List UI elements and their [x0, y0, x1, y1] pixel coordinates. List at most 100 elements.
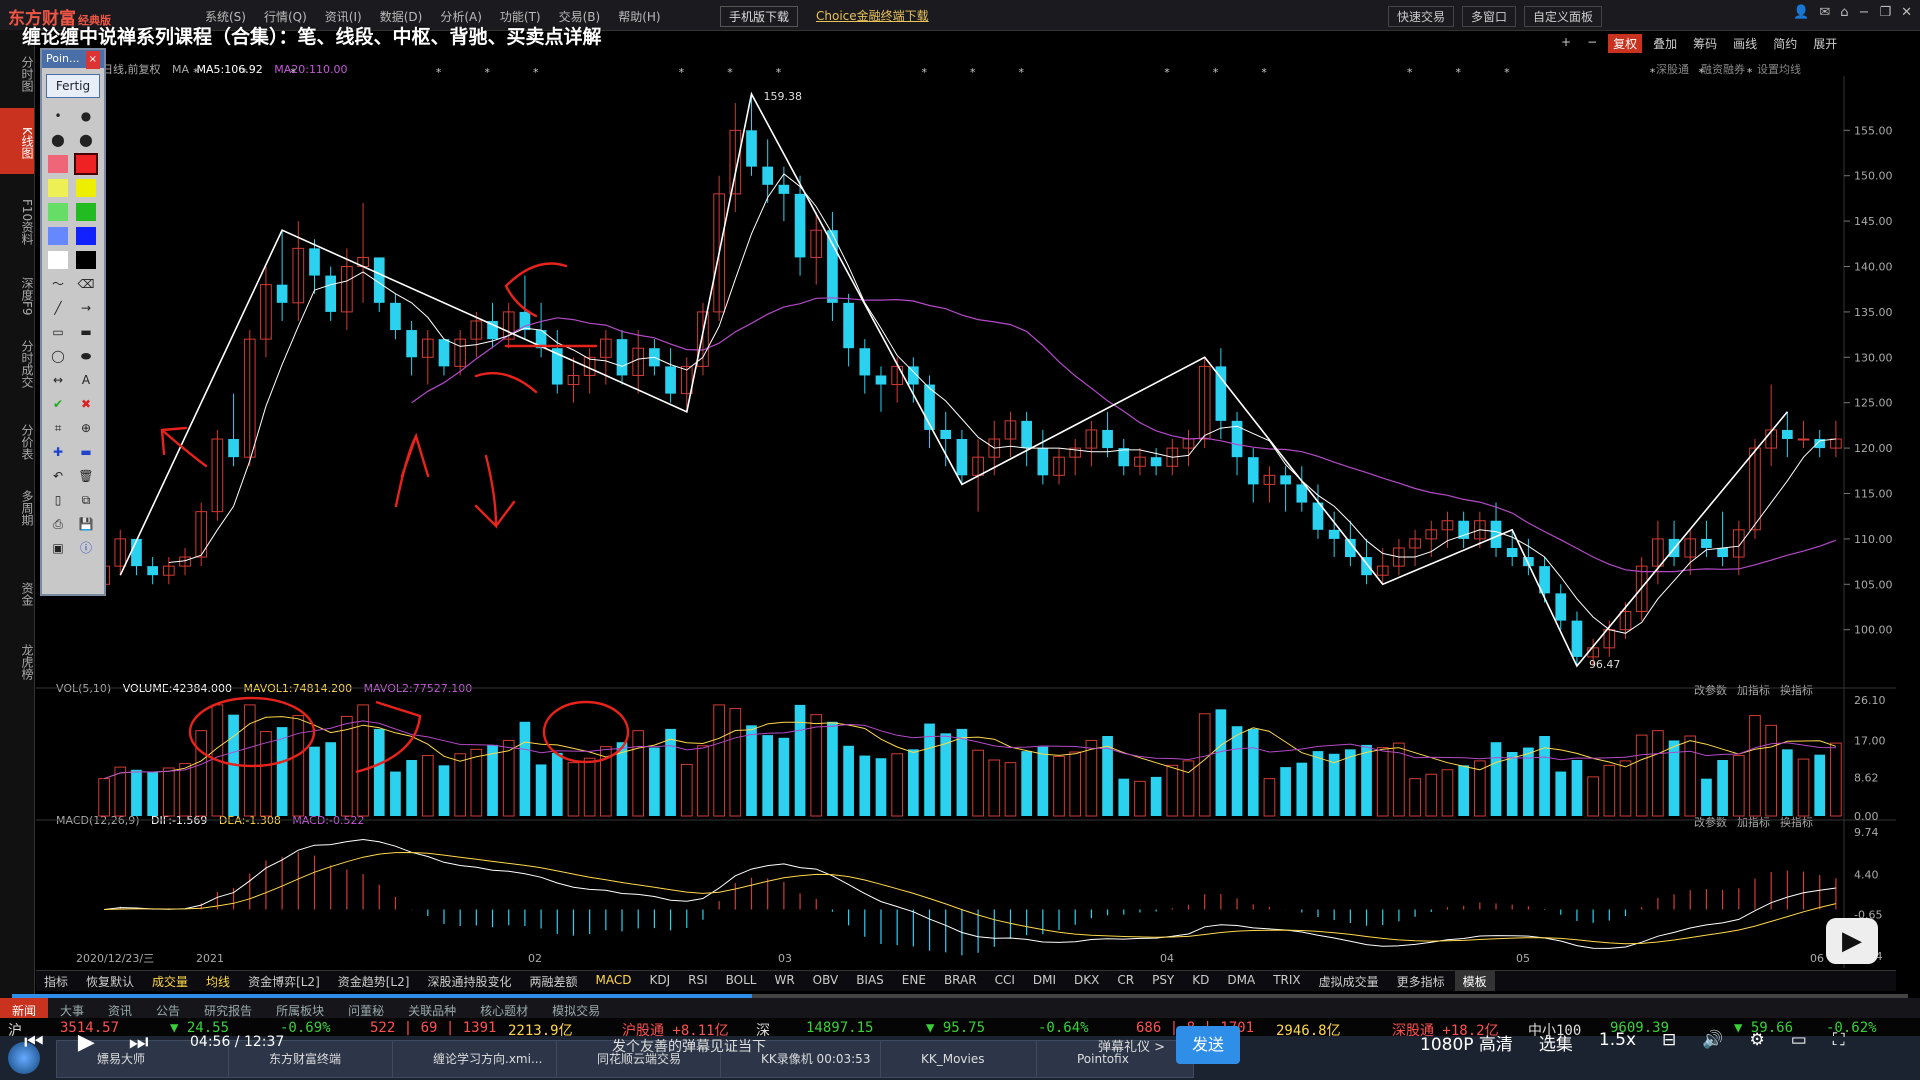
indicator-tab-21[interactable]: PSY	[1152, 973, 1175, 987]
vol-add-indicator-button[interactable]: 加指标	[1737, 684, 1770, 697]
screen-icon[interactable]: ▣	[52, 541, 64, 555]
crop-icon[interactable]: ⌗	[54, 421, 62, 435]
restore-icon[interactable]: ❐	[1879, 5, 1892, 20]
color-red-swatch[interactable]	[74, 153, 98, 175]
color-pink-swatch[interactable]	[48, 155, 68, 173]
indicator-tab-14[interactable]: BIAS	[856, 973, 884, 987]
macd-edit-param-button[interactable]: 改参数	[1694, 816, 1727, 829]
zoom-icon[interactable]: ⊕	[80, 421, 92, 435]
print-icon[interactable]: ⎙	[53, 517, 63, 531]
indicator-tab-2[interactable]: 成交量	[152, 975, 189, 989]
left-nav-item-8[interactable]: 龙虎榜	[20, 644, 34, 680]
chart-toolbar-item-6[interactable]: 简约	[1773, 37, 1798, 51]
dot-medium-icon[interactable]: ●	[80, 109, 92, 123]
color-black-swatch[interactable]	[76, 251, 96, 269]
close-icon[interactable]: ✕	[1901, 5, 1912, 20]
info-tab-6[interactable]: 问董秘	[348, 1004, 385, 1018]
left-nav-item-4[interactable]: 分时成交	[20, 340, 34, 388]
menu-item-2[interactable]: 资讯(I)	[324, 10, 362, 24]
new-page-icon[interactable]: ▯	[54, 493, 62, 507]
speed-button[interactable]: 1.5x	[1598, 1030, 1637, 1050]
fertig-button[interactable]: Fertig	[46, 74, 100, 98]
fullscreen-icon[interactable]: ⛶	[1832, 1030, 1845, 1050]
chart-canvas[interactable]: 155.00 150.00 145.00 140.00 135.00 130.00 125.…	[36, 56, 1896, 976]
indicator-tab-5[interactable]: 资金趋势[L2]	[337, 975, 410, 989]
copy-icon[interactable]: ⧉	[81, 493, 91, 507]
color-lightblue-swatch[interactable]	[48, 227, 68, 245]
info-tab-8[interactable]: 核心题材	[480, 1004, 529, 1018]
choice-download-link[interactable]: Choice金融终端下载	[816, 9, 929, 23]
indicator-tab-19[interactable]: DKX	[1074, 973, 1100, 987]
vol-change-indicator-button[interactable]: 换指标	[1780, 684, 1813, 697]
indicator-tab-13[interactable]: OBV	[812, 973, 839, 987]
top-right-button-0[interactable]: 快速交易	[1388, 6, 1455, 27]
arrow-icon[interactable]: →	[80, 301, 92, 315]
minimize-icon[interactable]: −	[1858, 5, 1870, 20]
chart-toolbar2-item-2[interactable]: 设置均线	[1757, 63, 1801, 76]
dot-large-icon[interactable]: ⬤	[51, 133, 65, 147]
episodes-button[interactable]: 选集	[1538, 1035, 1573, 1055]
menu-item-1[interactable]: 行情(Q)	[263, 10, 307, 24]
indicator-tab-20[interactable]: CR	[1117, 973, 1135, 987]
indicator-tab-7[interactable]: 两融差额	[529, 975, 578, 989]
danmu-input[interactable]: 发个友善的弹幕见证当下	[612, 1039, 766, 1055]
indicator-tab-11[interactable]: BOLL	[725, 973, 757, 987]
taskbar-item-6[interactable]: Pointofix	[1036, 1040, 1194, 1078]
play-icon[interactable]: ▶	[77, 1030, 95, 1055]
indicator-tab-1[interactable]: 恢复默认	[86, 975, 135, 989]
info-tab-3[interactable]: 公告	[156, 1004, 181, 1018]
cross-icon[interactable]: ✖	[80, 397, 92, 411]
menu-item-5[interactable]: 功能(T)	[499, 10, 541, 24]
vol-edit-param-button[interactable]: 改参数	[1694, 684, 1727, 697]
user-icon[interactable]: 👤	[1793, 5, 1810, 20]
mobile-download-button[interactable]: 手机版下载	[720, 6, 799, 27]
undo-icon[interactable]: ↶	[52, 469, 64, 483]
indicator-tab-17[interactable]: CCI	[994, 973, 1015, 987]
quality-button[interactable]: 1080P 高清	[1420, 1035, 1513, 1055]
indicator-tab-23[interactable]: DMA	[1227, 973, 1256, 987]
indicator-tab-18[interactable]: DMI	[1032, 973, 1057, 987]
volume-icon[interactable]: 🔊	[1702, 1030, 1724, 1050]
indicator-tab-9[interactable]: KDJ	[649, 973, 671, 987]
macd-change-indicator-button[interactable]: 换指标	[1780, 816, 1813, 829]
top-right-button-1[interactable]: 多窗口	[1462, 6, 1517, 27]
top-right-button-2[interactable]: 自定义面板	[1524, 6, 1603, 27]
indicator-tab-8[interactable]: MACD	[595, 973, 632, 987]
chart-toolbar-item-1[interactable]: −	[1587, 35, 1598, 49]
taskbar-item-0[interactable]: 嫖易大师	[56, 1040, 258, 1078]
info-tab-2[interactable]: 资讯	[108, 1004, 133, 1018]
ellipse-icon[interactable]: ◯	[51, 349, 65, 363]
bilibili-play-icon[interactable]: ▶	[1826, 918, 1878, 964]
home-icon[interactable]: ⌂	[1840, 5, 1849, 20]
left-nav-item-5[interactable]: 分价表	[20, 424, 34, 460]
menu-item-7[interactable]: 帮助(H)	[618, 10, 661, 24]
info-tab-7[interactable]: 关联品种	[408, 1004, 457, 1018]
next-icon[interactable]: ⏭	[128, 1030, 149, 1055]
menu-item-0[interactable]: 系统(S)	[205, 10, 246, 24]
indicator-tab-24[interactable]: TRIX	[1273, 973, 1301, 987]
indicator-tab-25[interactable]: 虚拟成交量	[1318, 975, 1379, 989]
start-button[interactable]	[8, 1042, 40, 1074]
check-icon[interactable]: ✔	[52, 397, 64, 411]
pointofix-close-button[interactable]: ×	[85, 51, 100, 69]
filled-rect-icon[interactable]: ▬	[80, 325, 92, 339]
indicator-tab-22[interactable]: KD	[1192, 973, 1210, 987]
indicator-tab-27[interactable]: 模板	[1454, 971, 1495, 991]
info-icon[interactable]: ⓘ	[79, 541, 92, 555]
indicator-tab-16[interactable]: BRAR	[943, 973, 977, 987]
menu-item-6[interactable]: 交易(B)	[558, 10, 601, 24]
color-lightyellow-swatch[interactable]	[48, 179, 68, 197]
plus-icon[interactable]: ✚	[52, 445, 64, 459]
prev-icon[interactable]: ⏮	[24, 1030, 44, 1055]
chart-toolbar2-item-0[interactable]: 深股通	[1656, 63, 1689, 76]
indicator-tab-10[interactable]: RSI	[688, 973, 708, 987]
rectangle-icon[interactable]: ▭	[52, 325, 64, 339]
minus-icon[interactable]: ▬	[80, 445, 92, 459]
settings-icon[interactable]: ⚙	[1749, 1030, 1765, 1050]
dot-small-icon[interactable]: •	[54, 109, 62, 123]
text-icon[interactable]: A	[81, 373, 91, 387]
chart-toolbar2-item-1[interactable]: 融资融券	[1701, 63, 1745, 76]
indicator-tab-26[interactable]: 更多指标	[1396, 975, 1445, 989]
trash-icon[interactable]: 🗑	[78, 469, 94, 483]
dot-xlarge-icon[interactable]: ⬤	[79, 133, 93, 147]
